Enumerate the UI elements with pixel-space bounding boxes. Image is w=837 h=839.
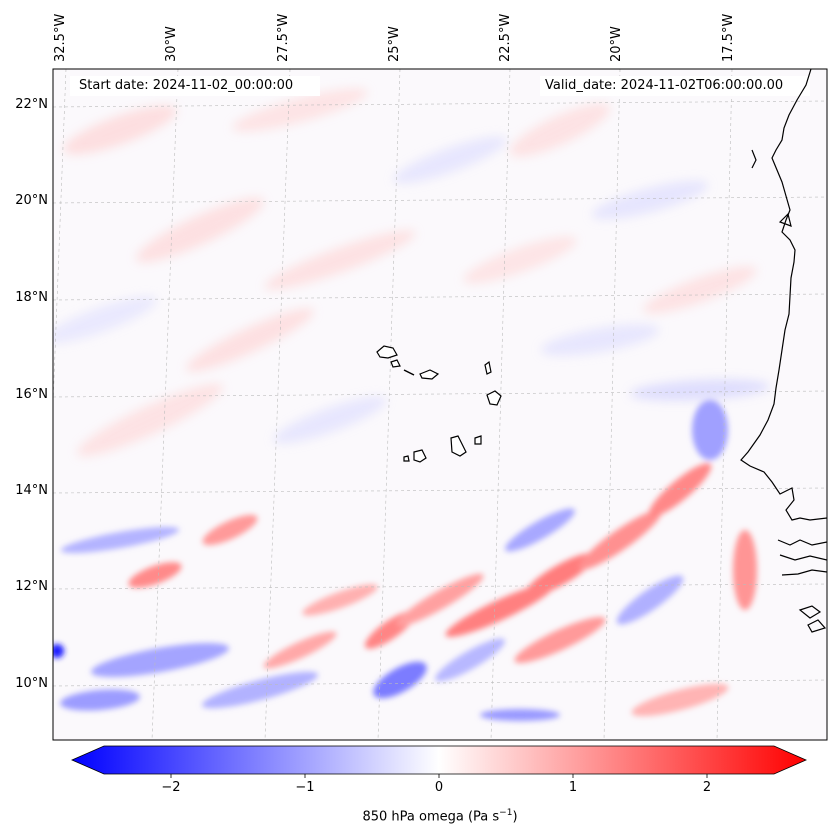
start-date-text: Start date: 2024-11-02_00:00:00 xyxy=(79,78,294,93)
colorbar-label-end: ) xyxy=(512,809,518,825)
lon-label: 32.5°W xyxy=(53,13,68,62)
colorbar-tick: 0 xyxy=(434,780,444,795)
colorbar-label: 850 hPa omega (Pa s−1) xyxy=(362,808,517,824)
omega-field xyxy=(53,69,827,740)
graticule xyxy=(53,69,827,740)
valid-date-text: Valid_date: 2024-11-02T06:00:00.00 xyxy=(545,78,784,93)
lat-label: 22°N xyxy=(15,97,48,112)
map-frame xyxy=(52,68,828,741)
lon-label: 22.5°W xyxy=(498,13,513,62)
colorbar-tick: −1 xyxy=(295,780,315,795)
lon-label: 20°W xyxy=(609,26,624,62)
lon-label: 27.5°W xyxy=(276,13,291,62)
lat-label: 16°N xyxy=(15,387,48,402)
lat-label: 20°N xyxy=(15,193,48,208)
lat-label: 14°N xyxy=(15,483,48,498)
lon-label: 25°W xyxy=(387,26,402,62)
colorbar-tick: −2 xyxy=(161,780,181,795)
lon-label: 17.5°W xyxy=(721,13,736,62)
lat-label: 12°N xyxy=(15,579,48,594)
lat-label: 18°N xyxy=(15,290,48,305)
island-dot xyxy=(403,369,415,376)
colorbar-tick: 2 xyxy=(702,780,712,795)
colorbar-label-main: 850 hPa omega (Pa s xyxy=(362,809,500,825)
colorbar-tick: 1 xyxy=(568,780,578,795)
colorbar-label-sup: −1 xyxy=(499,808,513,818)
colorbar[interactable] xyxy=(71,745,807,778)
lat-label: 10°N xyxy=(15,676,48,691)
coastline xyxy=(740,69,827,633)
lon-label: 30°W xyxy=(164,26,179,62)
islands xyxy=(376,345,502,463)
